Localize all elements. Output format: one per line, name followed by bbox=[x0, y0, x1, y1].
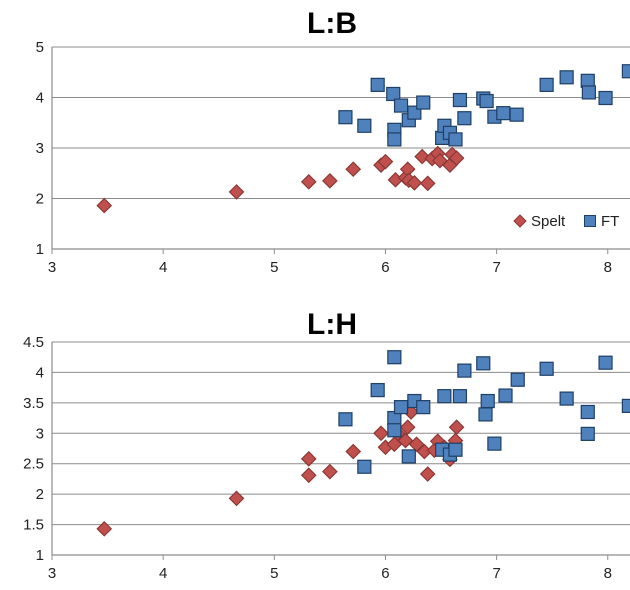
x-tick-label: 6 bbox=[381, 565, 389, 582]
ft-point bbox=[496, 106, 511, 121]
y-tick-label: 2.5 bbox=[23, 456, 44, 473]
spelt-point bbox=[345, 443, 362, 460]
x-tick-label: 3 bbox=[48, 259, 56, 276]
ft-point bbox=[581, 85, 596, 100]
legend: Spelt FT bbox=[513, 213, 619, 230]
ft-point bbox=[559, 70, 574, 85]
ft-point bbox=[509, 107, 524, 122]
ft-point bbox=[559, 391, 574, 406]
chart-lh: L:H 1 1.5 2 2.5 3 3.5 4 4.5 3 4 5 6 7 8 bbox=[23, 308, 630, 582]
ft-point bbox=[448, 132, 463, 147]
x-tick-label: 5 bbox=[270, 259, 278, 276]
spelt-point bbox=[419, 175, 436, 192]
x-tick-label: 5 bbox=[270, 565, 278, 582]
x-tick-label: 8 bbox=[604, 565, 612, 582]
spelt-point bbox=[448, 150, 465, 166]
x-tick-label: 3 bbox=[48, 565, 56, 582]
legend-label: FT bbox=[601, 213, 619, 230]
spelt-point bbox=[300, 450, 317, 467]
ft-point bbox=[598, 90, 613, 106]
y-tick-label: 1 bbox=[36, 241, 44, 258]
ft-point bbox=[480, 393, 495, 409]
spelt-point bbox=[345, 161, 362, 178]
ft-point bbox=[416, 95, 431, 110]
y-tick-label: 4 bbox=[36, 90, 44, 107]
y-tick-label: 2 bbox=[36, 486, 44, 503]
ft-point bbox=[457, 363, 472, 378]
ft-point bbox=[598, 355, 613, 370]
ft-point bbox=[401, 449, 416, 464]
ft-point bbox=[539, 77, 554, 92]
ft-point bbox=[338, 412, 353, 427]
ft-point bbox=[370, 382, 385, 398]
ft-point bbox=[580, 426, 595, 441]
y-tick-label: 3.5 bbox=[23, 395, 44, 412]
spelt-point bbox=[399, 419, 416, 436]
ft-point bbox=[510, 372, 525, 387]
x-tick-label: 7 bbox=[492, 565, 500, 582]
x-tick-label: 4 bbox=[159, 565, 167, 582]
ft-point bbox=[448, 442, 463, 457]
spelt-point bbox=[414, 148, 430, 165]
chart-lb: L:B 1 2 3 4 5 3 4 5 6 7 8 Spelt FT bbox=[36, 7, 630, 276]
ft-point bbox=[539, 361, 554, 376]
y-tick-label: 1 bbox=[36, 547, 44, 564]
y-tick-label: 1.5 bbox=[23, 517, 44, 534]
spelt-point bbox=[419, 466, 436, 482]
ft-point bbox=[457, 111, 472, 126]
y-tick-label: 2 bbox=[36, 191, 44, 208]
ft-point bbox=[393, 400, 409, 415]
spelt-point bbox=[96, 520, 113, 537]
x-tick-label: 6 bbox=[381, 259, 389, 276]
spelt-point bbox=[228, 184, 245, 200]
ft-point bbox=[478, 407, 493, 422]
y-tick-label: 4 bbox=[36, 364, 44, 381]
ft-point bbox=[452, 92, 468, 108]
legend-spelt-marker bbox=[513, 214, 527, 228]
ft-point bbox=[357, 118, 372, 133]
spelt-point bbox=[322, 172, 338, 189]
chart-title: L:H bbox=[307, 308, 357, 341]
ft-point bbox=[393, 98, 409, 113]
ft-point bbox=[338, 110, 353, 125]
ft-point bbox=[487, 436, 502, 451]
x-tick-label: 7 bbox=[492, 259, 500, 276]
y-tick-label: 5 bbox=[36, 39, 44, 56]
y-tick-label: 3 bbox=[36, 140, 44, 157]
ft-point bbox=[498, 388, 513, 403]
spelt-point bbox=[300, 467, 317, 484]
spelt-point bbox=[406, 174, 423, 191]
ft-point bbox=[387, 423, 402, 438]
y-tick-label: 3 bbox=[36, 425, 44, 442]
x-tick-label: 4 bbox=[159, 259, 167, 276]
ft-point bbox=[387, 350, 402, 365]
spelt-point bbox=[96, 197, 113, 214]
legend-ft-marker bbox=[584, 215, 596, 227]
spelt-point bbox=[408, 436, 425, 453]
ft-point bbox=[386, 86, 401, 102]
spelt-point bbox=[300, 173, 317, 190]
ft-point bbox=[416, 400, 431, 415]
legend-label: Spelt bbox=[531, 213, 566, 230]
spelt-point bbox=[228, 490, 245, 507]
ft-point bbox=[479, 93, 494, 109]
spelt-point bbox=[377, 153, 394, 170]
ft-point bbox=[476, 356, 491, 371]
spelt-point bbox=[373, 425, 389, 442]
spelt-point bbox=[448, 419, 465, 436]
y-tick-label: 4.5 bbox=[23, 334, 44, 351]
ft-point bbox=[621, 64, 630, 79]
ft-point bbox=[452, 389, 468, 404]
ft-point bbox=[387, 132, 402, 147]
ft-point bbox=[580, 404, 595, 420]
ft-point bbox=[357, 459, 372, 474]
ft-point bbox=[621, 398, 630, 413]
chart-title: L:B bbox=[307, 7, 357, 40]
spelt-point bbox=[322, 463, 338, 480]
x-tick-label: 8 bbox=[604, 259, 612, 276]
ft-point bbox=[370, 77, 385, 92]
ft-point bbox=[437, 389, 452, 404]
